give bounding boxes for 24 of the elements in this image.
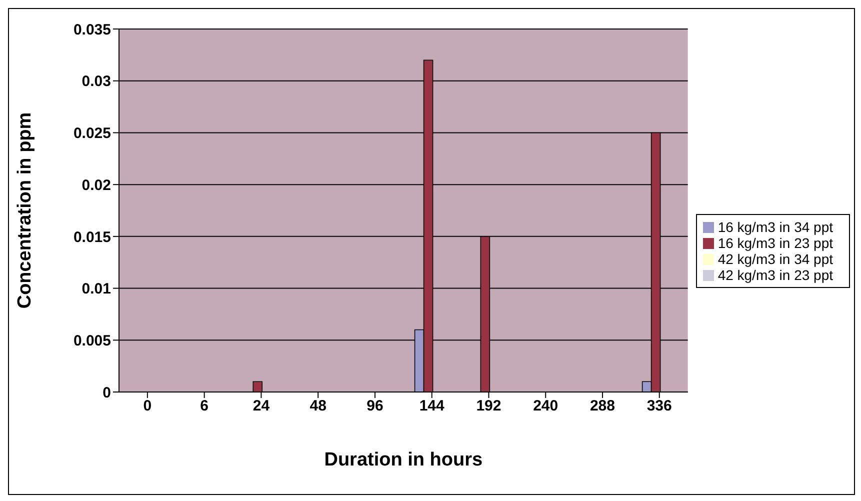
x-tick-label: 48 [310, 398, 326, 415]
y-tick-label: 0.025 [73, 125, 111, 142]
x-tick-label: 144 [419, 398, 446, 415]
y-tick-label: 0.035 [73, 21, 111, 38]
legend-label: 16 kg/m3 in 34 ppt [718, 218, 833, 234]
legend-label: 42 kg/m3 in 23 ppt [718, 266, 833, 282]
y-tick-label: 0.02 [82, 176, 111, 194]
y-tick-label: 0.01 [82, 280, 111, 298]
y-tick-label: 0.015 [73, 228, 111, 246]
legend-label: 42 kg/m3 in 34 ppt [718, 250, 833, 266]
x-tick-label: 96 [366, 398, 384, 415]
x-tick-label: 24 [252, 398, 270, 415]
y-axis-title: Concentration in ppm [14, 112, 36, 309]
y-tick-label: 0.03 [82, 73, 111, 90]
x-tick-label: 240 [533, 398, 558, 415]
y-tick-label: 0 [102, 384, 111, 402]
x-tick-label: 6 [200, 398, 208, 415]
x-tick-label: 336 [646, 398, 672, 415]
y-tick-label: 0.005 [73, 332, 111, 350]
x-axis-title: Duration in hours [324, 449, 483, 470]
x-tick-label: 192 [476, 398, 502, 415]
legend-label: 16 kg/m3 in 23 ppt [718, 234, 833, 250]
x-tick-label: 288 [590, 398, 616, 415]
x-tick-label: 0 [143, 398, 152, 415]
